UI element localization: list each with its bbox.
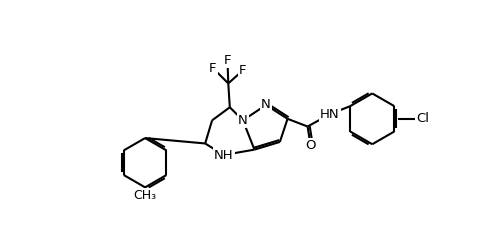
Text: F: F (239, 64, 246, 77)
Text: N: N (238, 114, 248, 127)
Text: NH: NH (214, 148, 233, 161)
Text: O: O (305, 139, 316, 152)
Text: HN: HN (320, 108, 340, 121)
Text: F: F (209, 62, 217, 75)
Text: N: N (261, 99, 271, 111)
Text: F: F (224, 54, 231, 67)
Text: Cl: Cl (416, 112, 429, 125)
Text: CH₃: CH₃ (134, 189, 157, 202)
